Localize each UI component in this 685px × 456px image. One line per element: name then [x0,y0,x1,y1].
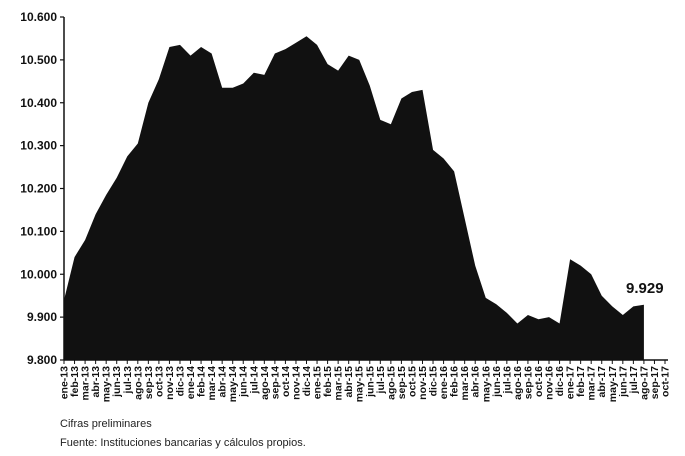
y-tick-label: 10.100 [20,224,57,238]
x-tick-label: may-13 [101,366,113,402]
x-tick-label: nov-13 [164,366,176,400]
x-tick-label: ago-13 [132,366,144,400]
x-tick-label: mar-15 [333,366,345,401]
y-tick-label: 9.800 [27,353,57,367]
x-tick-label: mar-16 [459,366,471,401]
x-tick-label: dic-14 [301,366,313,397]
x-tick-label: abr-14 [217,366,229,398]
x-tick-label: feb-17 [575,366,587,397]
x-tick-label: oct-16 [533,366,545,397]
x-tick-label: sep-14 [269,366,281,399]
x-tick-label: ene-17 [565,366,577,399]
x-tick-label: feb-14 [196,366,208,397]
y-tick-label: 10.200 [20,182,57,196]
x-tick-label: ago-14 [259,366,271,400]
x-tick-label: jun-16 [491,366,503,398]
x-tick-label: mar-17 [586,366,598,401]
x-tick-label: mar-13 [80,366,92,401]
y-tick-label: 9.900 [27,310,57,324]
x-tick-label: jul-13 [122,366,134,395]
x-tick-label: abr-17 [596,366,608,398]
y-tick-label: 10.400 [20,96,57,110]
x-tick-label: oct-17 [660,366,672,397]
x-tick-label: ene-14 [185,366,197,399]
preliminary-note: Cifras preliminares [60,418,152,430]
x-tick-label: nov-16 [544,366,556,400]
x-tick-label: ene-15 [312,366,324,399]
x-tick-label: may-16 [480,366,492,402]
x-tick-label: oct-15 [406,366,418,397]
x-tick-label: ago-16 [512,366,524,400]
x-tick-label: oct-14 [280,366,292,397]
x-tick-label: oct-13 [153,366,165,397]
x-tick-label: ene-13 [59,366,71,399]
x-tick-label: jul-15 [375,366,387,395]
x-tick-label: jun-13 [111,366,123,398]
x-tick-label: feb-15 [322,366,334,397]
x-tick-label: feb-13 [69,366,81,397]
x-tick-label: abr-15 [343,366,355,398]
x-tick-label: jul-14 [248,366,260,395]
y-tick-label: 10.300 [20,139,57,153]
y-tick-label: 10.500 [20,53,57,67]
x-tick-label: may-15 [354,366,366,402]
x-tick-label: nov-15 [417,366,429,400]
x-tick-label: ene-16 [438,366,450,399]
x-tick-label: jun-17 [617,366,629,398]
x-tick-label: mar-14 [206,366,218,401]
series-area [64,36,644,360]
x-tick-label: dic-16 [554,366,566,397]
x-tick-label: jul-16 [501,366,513,395]
x-tick-label: jun-14 [238,366,250,398]
x-tick-label: dic-15 [428,366,440,397]
x-tick-label: jun-15 [364,366,376,398]
x-tick-label: sep-15 [396,366,408,399]
x-tick-label: may-17 [607,366,619,402]
x-tick-label: abr-16 [470,366,482,398]
x-tick-label: sep-16 [522,366,534,399]
x-tick-label: abr-13 [90,366,102,398]
x-tick-label: sep-17 [649,366,661,399]
source-note: Fuente: Instituciones bancarias y cálcul… [60,437,306,449]
x-tick-label: feb-16 [449,366,461,397]
x-tick-label: ago-15 [385,366,397,400]
y-tick-label: 10.600 [20,10,57,24]
x-tick-label: ago-17 [638,366,650,400]
x-tick-label: may-14 [227,366,239,402]
y-tick-label: 10.000 [20,267,57,281]
x-tick-label: dic-13 [174,366,186,397]
last-value-label: 9.929 [626,280,664,297]
x-tick-label: sep-13 [143,366,155,399]
x-tick-label: jul-17 [628,366,640,395]
x-tick-label: nov-14 [290,366,302,400]
